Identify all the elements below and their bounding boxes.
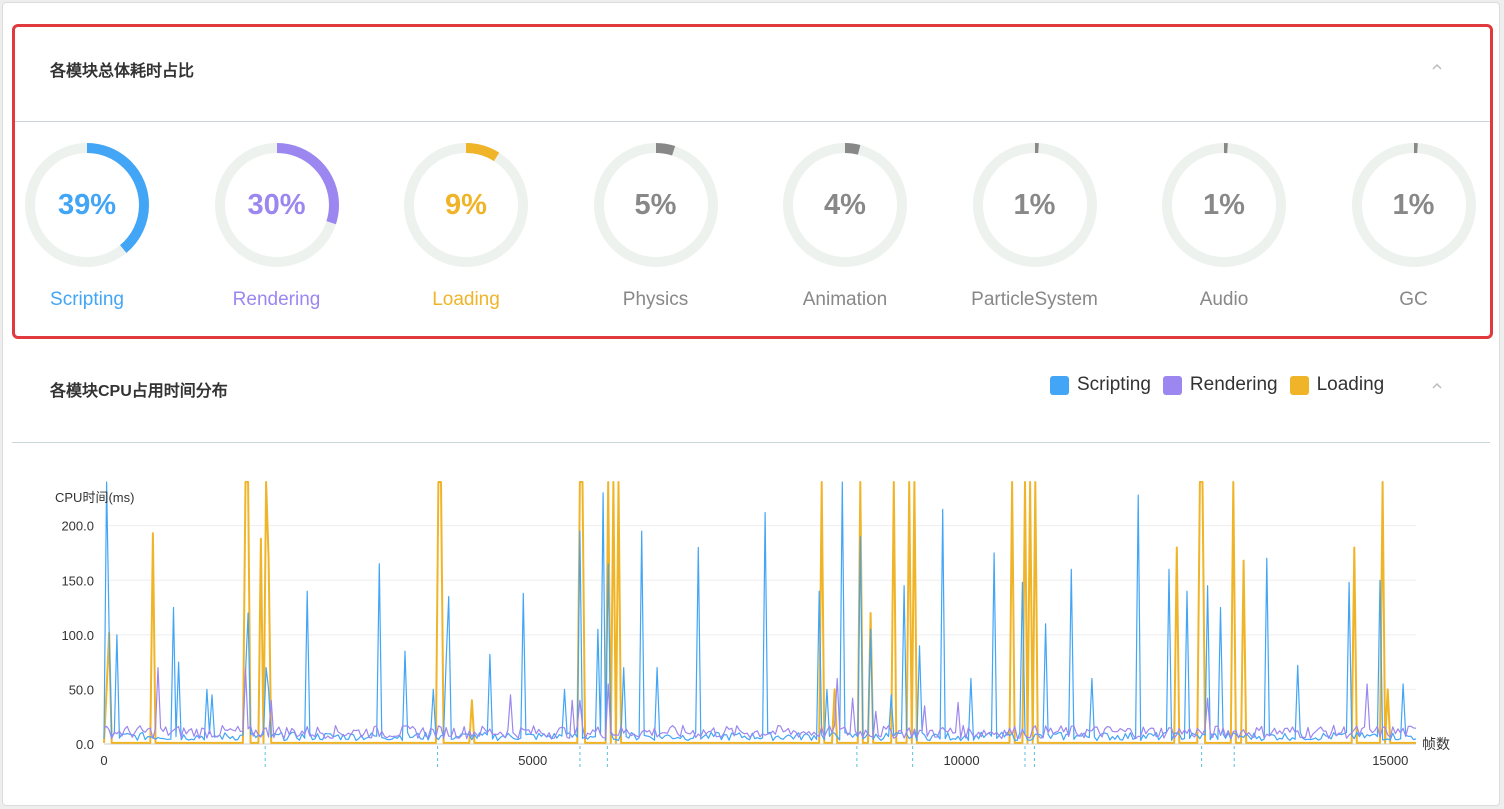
- legend-swatch: [1050, 375, 1069, 395]
- gauge-ring: [1162, 143, 1286, 267]
- gauge-value: 1%: [1392, 189, 1435, 221]
- gauge-arc: [593, 143, 718, 267]
- gauge-particlesystem: 1%: [972, 142, 1098, 268]
- y-axis-label: CPU时间(ms): [55, 490, 134, 505]
- gauge-ring: [25, 143, 149, 267]
- gauge-arc: [25, 143, 149, 267]
- x-tick-label: 15000: [1372, 753, 1408, 768]
- cpu-time-title: 各模块CPU占用时间分布: [50, 383, 228, 400]
- gauge-arc: [1351, 143, 1476, 267]
- gauge-label: Scripting: [50, 289, 124, 310]
- gauge-ring: [783, 143, 907, 267]
- gauge-ring: [1351, 143, 1476, 267]
- x-tick-label: 10000: [943, 753, 979, 768]
- gauge-ring: [214, 143, 339, 267]
- x-tick-label: 0: [100, 753, 107, 768]
- gauge-label: Animation: [802, 289, 888, 310]
- gauge-physics: 5%: [593, 142, 719, 268]
- legend-swatch: [1162, 375, 1182, 395]
- series-line-scripting: [103, 481, 1417, 742]
- legend-swatch: [1289, 375, 1309, 395]
- gauge-value: 39%: [57, 189, 117, 221]
- cpu-time-chart: 0.0 50.0 100.0 150.0 200.0 0 5000 10000 15000 C…: [12, 444, 1490, 799]
- gauge-label: Audio: [1199, 289, 1249, 310]
- legend-label: Loading: [1316, 374, 1385, 395]
- legend-item-scripting[interactable]: Scripting: [1050, 374, 1151, 396]
- x-axis-label: 帧数: [1422, 736, 1450, 752]
- gauge-scripting: 39%: [24, 142, 150, 268]
- gauge-arc: [404, 143, 528, 267]
- gauge-arc: [783, 143, 907, 267]
- x-tick-label: 5000: [518, 753, 547, 768]
- gauge-ring: [593, 143, 718, 267]
- gauge-audio: 1%: [1161, 142, 1287, 268]
- gauge-label: Rendering: [232, 289, 321, 310]
- gauge-value: 1%: [1013, 189, 1056, 221]
- gauge-label: Loading: [432, 289, 500, 310]
- gauge-ring: [972, 143, 1097, 267]
- chevron-up-icon[interactable]: [1432, 62, 1442, 72]
- gauge-value: 1%: [1203, 189, 1245, 221]
- gauge-label: ParticleSystem: [971, 289, 1098, 310]
- chart-legend: Scripting Rendering Loading: [1050, 372, 1396, 398]
- legend-label: Scripting: [1077, 374, 1151, 395]
- gauge-arc: [214, 143, 339, 267]
- gauge-loading: 9%: [403, 142, 529, 268]
- module-share-title: 各模块总体耗时占比: [50, 63, 195, 80]
- y-tick-label: 0.0: [76, 737, 94, 752]
- y-tick-label: 150.0: [61, 573, 94, 588]
- legend-item-loading[interactable]: Loading: [1289, 374, 1385, 396]
- gauge-value: 9%: [445, 189, 487, 221]
- series-line-rendering: [103, 667, 1417, 740]
- divider: [15, 121, 1490, 122]
- gauge-value: 4%: [824, 189, 866, 221]
- legend-item-rendering[interactable]: Rendering: [1162, 374, 1278, 396]
- chart-svg: 0.0 50.0 100.0 150.0 200.0 0 5000 10000 15000 C…: [55, 481, 1450, 768]
- divider: [12, 442, 1490, 443]
- gauge-gc: 1%: [1351, 142, 1477, 268]
- chevron-up-icon[interactable]: [1432, 381, 1442, 391]
- y-tick-label: 200.0: [61, 519, 94, 534]
- gauge-animation: 4%: [782, 142, 908, 268]
- y-tick-label: 100.0: [61, 628, 94, 643]
- gauge-label: Physics: [622, 289, 689, 310]
- gauge-value: 5%: [634, 189, 677, 221]
- series-line-loading: [103, 481, 1416, 744]
- y-tick-label: 50.0: [69, 682, 94, 697]
- gauge-rendering: 30%: [214, 142, 340, 268]
- gauge-value: 30%: [247, 189, 306, 221]
- gauge-arc: [972, 143, 1097, 267]
- gauge-label: GC: [1399, 289, 1428, 310]
- gauge-ring: [404, 143, 528, 267]
- gauge-arc: [1162, 143, 1286, 267]
- module-share-panel: [12, 24, 1493, 339]
- legend-label: Rendering: [1189, 374, 1278, 395]
